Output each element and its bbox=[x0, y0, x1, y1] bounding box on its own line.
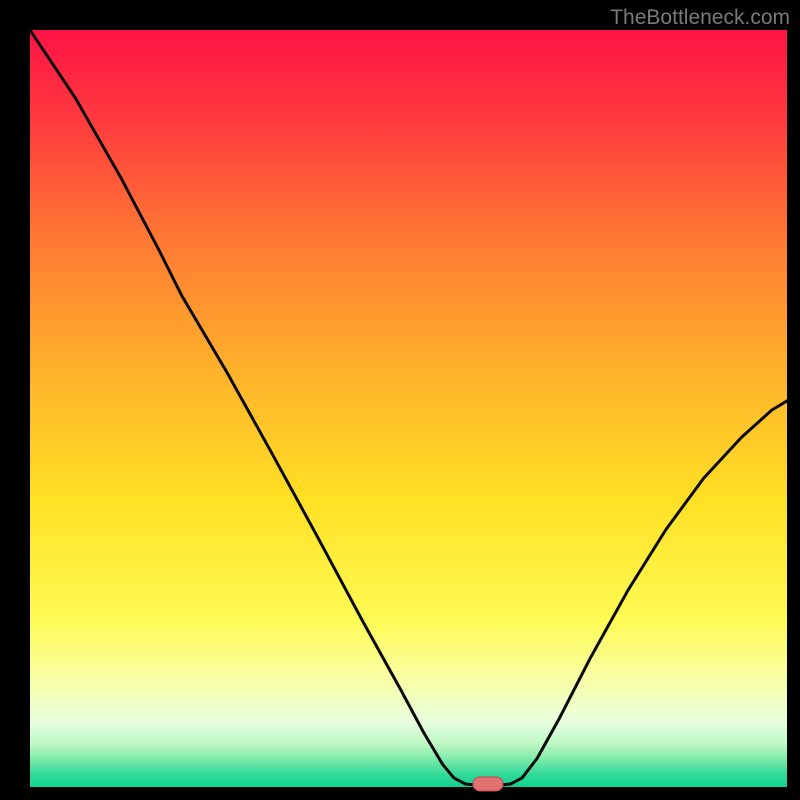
plot-background bbox=[30, 30, 787, 787]
bottleneck-chart: TheBottleneck.com bbox=[0, 0, 800, 800]
watermark-label: TheBottleneck.com bbox=[610, 6, 790, 30]
chart-canvas bbox=[0, 0, 800, 800]
optimal-marker bbox=[473, 777, 503, 791]
